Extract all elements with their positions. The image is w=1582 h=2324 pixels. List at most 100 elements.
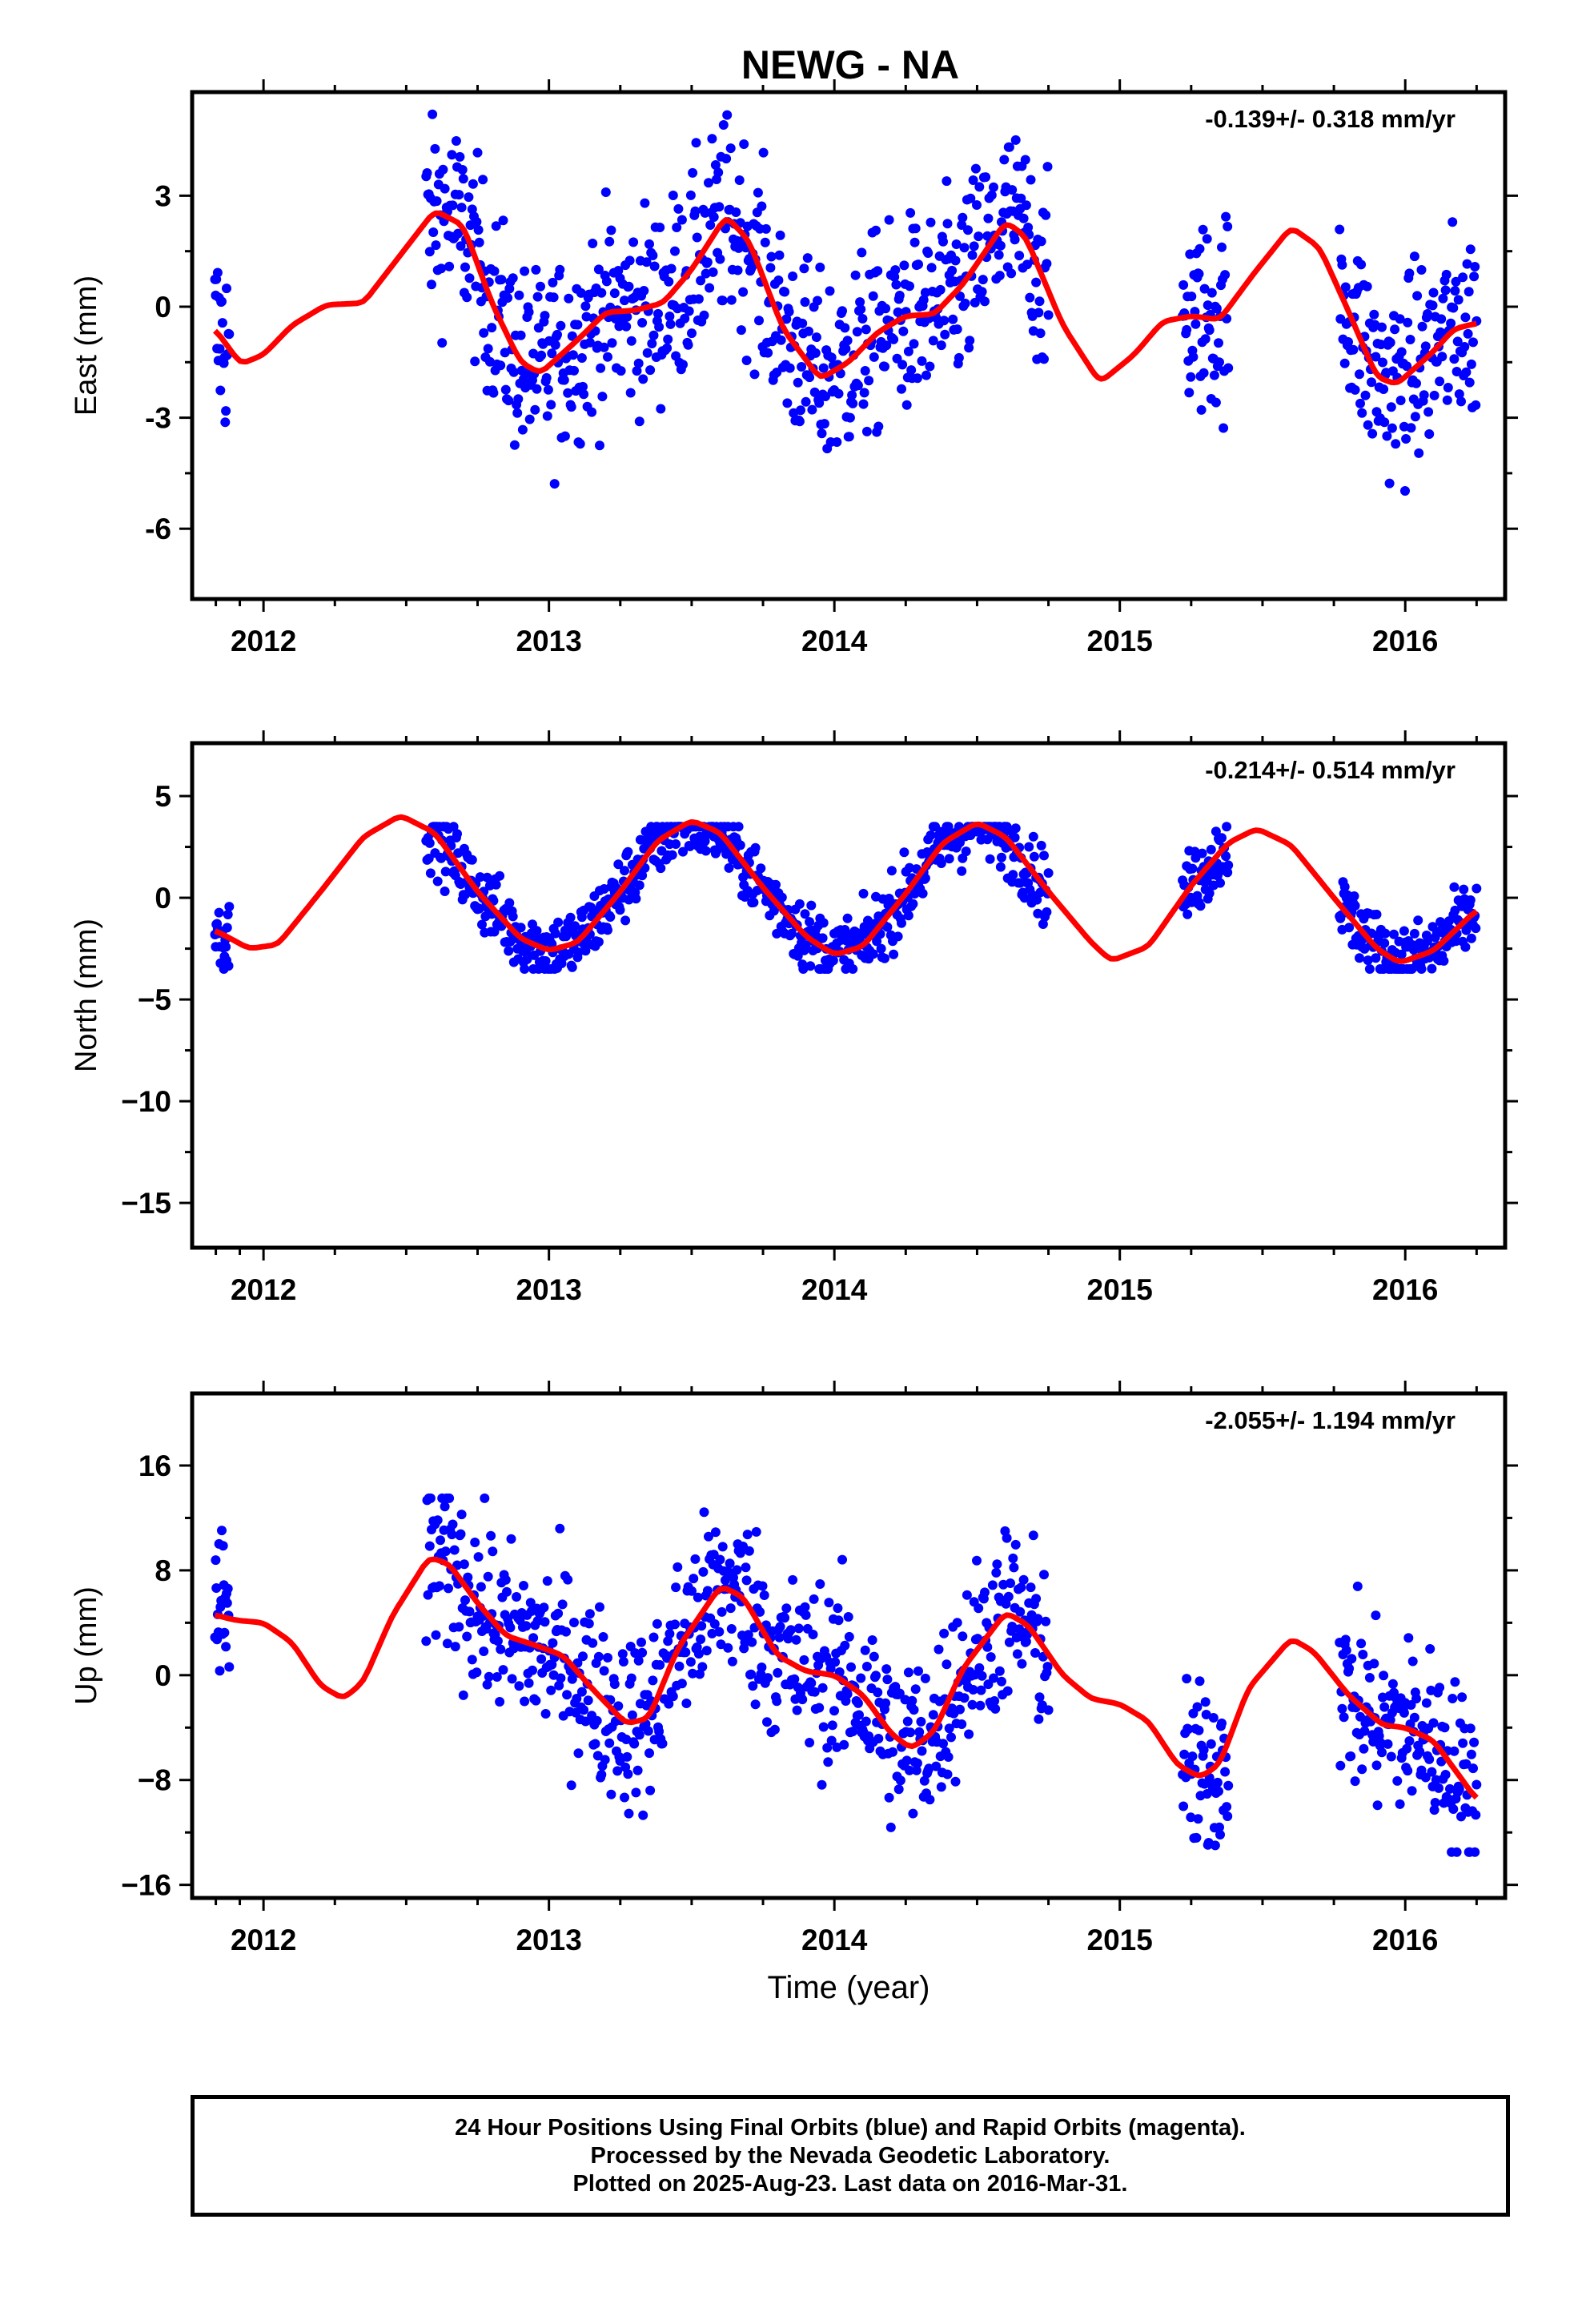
data-point — [1425, 1644, 1435, 1654]
data-point — [595, 440, 604, 451]
data-point — [814, 1703, 825, 1713]
data-point — [438, 164, 448, 175]
data-point — [772, 1696, 782, 1707]
data-point — [215, 344, 225, 354]
data-point — [1033, 1614, 1043, 1624]
data-point — [1471, 923, 1481, 934]
data-point — [774, 1632, 785, 1642]
data-point — [1362, 281, 1372, 292]
data-point — [638, 1810, 648, 1820]
data-point — [539, 1602, 549, 1613]
data-point — [707, 134, 717, 144]
data-point — [750, 842, 761, 853]
data-point — [1440, 285, 1451, 296]
data-point — [1220, 1767, 1231, 1777]
data-point — [1454, 389, 1464, 400]
data-point — [734, 175, 745, 185]
data-point — [886, 866, 897, 876]
data-point — [1187, 1751, 1198, 1762]
data-point — [424, 854, 434, 863]
data-point — [1367, 428, 1378, 439]
up-y-axis-label: Up (mm) — [70, 1586, 103, 1705]
data-point — [999, 155, 1010, 165]
data-point — [818, 918, 829, 928]
data-point — [472, 1667, 482, 1678]
data-point — [677, 1679, 687, 1689]
data-point — [704, 178, 713, 188]
data-point — [869, 1651, 879, 1662]
data-point — [1364, 964, 1375, 974]
data-point — [906, 365, 917, 376]
data-point — [882, 922, 893, 932]
data-point — [850, 270, 861, 280]
data-point — [522, 954, 532, 964]
data-point — [223, 961, 234, 971]
data-point — [1041, 210, 1051, 220]
data-point — [566, 402, 576, 412]
data-point — [478, 175, 488, 185]
data-point — [421, 1636, 432, 1647]
data-point — [908, 1808, 918, 1819]
data-point — [797, 318, 808, 328]
data-point — [867, 1635, 877, 1645]
data-point — [1371, 909, 1382, 919]
data-point — [1209, 370, 1219, 380]
data-point — [479, 1647, 489, 1656]
data-point — [555, 1523, 565, 1534]
data-point — [1031, 1594, 1042, 1604]
data-point — [556, 1673, 566, 1683]
data-point — [1472, 1779, 1482, 1790]
data-point — [1469, 271, 1480, 282]
data-point — [1199, 283, 1210, 294]
data-point — [827, 1720, 837, 1731]
data-point — [757, 1663, 767, 1672]
panel-east: 2012 2013 2014 2015 2016 3 0 -3 -6 East (mm) -0.13… — [70, 79, 1518, 657]
data-point — [685, 841, 695, 851]
data-point — [448, 1519, 458, 1530]
data-point — [633, 358, 644, 368]
data-point — [744, 1546, 754, 1556]
figure-title: NEWG - NA — [741, 42, 959, 87]
data-point — [427, 279, 436, 290]
data-point — [1379, 417, 1390, 428]
data-point — [709, 1618, 720, 1629]
data-point — [614, 321, 624, 332]
data-point — [620, 866, 629, 876]
data-point — [1221, 851, 1231, 862]
y-tick-label: −10 — [121, 1085, 171, 1118]
data-point — [563, 1574, 573, 1585]
data-point — [747, 1637, 757, 1647]
data-point — [995, 862, 1006, 872]
panel-north: 2012 2013 2014 2015 2016 5 0 −5 −10 −15 North (mm)… — [70, 730, 1518, 1306]
data-point — [1371, 352, 1381, 362]
data-point — [832, 437, 842, 447]
data-point — [856, 304, 866, 315]
data-point — [1024, 842, 1034, 852]
data-point — [1017, 1659, 1027, 1669]
data-point — [1016, 193, 1026, 203]
data-point — [818, 1722, 829, 1732]
data-point — [548, 292, 559, 303]
data-point — [584, 1618, 594, 1629]
data-point — [616, 366, 626, 376]
data-point — [655, 1660, 665, 1670]
data-point — [1184, 388, 1195, 398]
data-point — [950, 255, 961, 266]
data-point — [1439, 955, 1449, 966]
data-point — [569, 365, 579, 376]
data-point — [520, 1696, 530, 1707]
data-point — [717, 296, 728, 306]
data-point — [1035, 328, 1046, 339]
data-point — [437, 338, 448, 348]
data-point — [902, 1716, 913, 1727]
data-point — [1389, 929, 1399, 939]
data-point — [1337, 1703, 1347, 1714]
data-point — [938, 1739, 948, 1749]
data-point — [632, 1765, 643, 1775]
data-point — [1403, 1633, 1414, 1643]
data-point — [431, 240, 441, 251]
data-point — [699, 310, 709, 320]
data-point — [869, 352, 879, 362]
data-point — [909, 237, 920, 247]
data-point — [532, 1616, 543, 1626]
